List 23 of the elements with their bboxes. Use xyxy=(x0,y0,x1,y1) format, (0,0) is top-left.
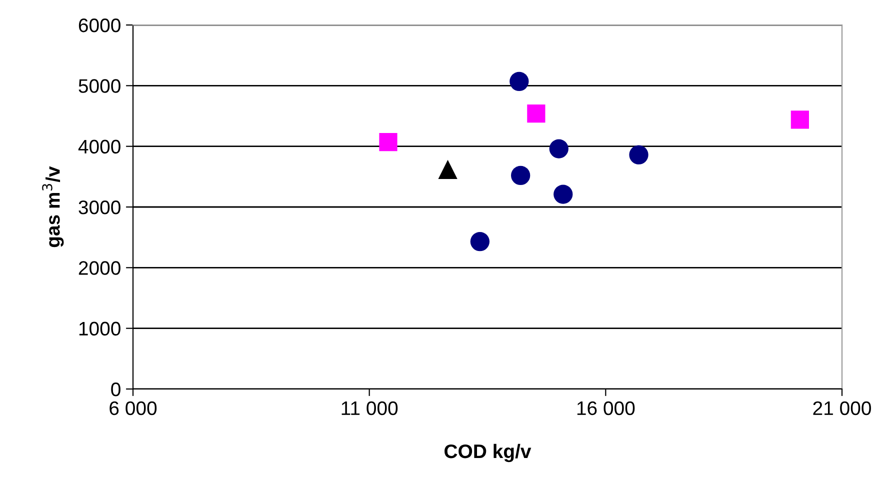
x-tick-label: 6 000 xyxy=(110,401,157,416)
x-tick-label: 16 000 xyxy=(577,401,635,416)
point xyxy=(790,110,809,129)
y-axis-title: gas m$^{3}$/v xyxy=(42,166,64,248)
y-tick-label: 4000 xyxy=(78,140,120,154)
point xyxy=(510,72,529,91)
x-axis-title: COD kg/v xyxy=(444,444,532,462)
y-tick-label: 6000 xyxy=(78,18,120,32)
y-tick-label: 5000 xyxy=(78,79,120,93)
y-tick-label: 0 xyxy=(111,382,120,396)
y-tick-label: 2000 xyxy=(78,261,120,275)
point xyxy=(438,160,458,179)
point xyxy=(511,166,530,186)
y-tick-label: 1000 xyxy=(79,322,120,336)
point xyxy=(527,104,546,123)
point xyxy=(554,184,573,204)
point xyxy=(379,133,398,152)
y-tick-label: 3000 xyxy=(78,200,120,214)
point xyxy=(470,232,490,252)
point xyxy=(549,139,568,158)
x-tick-label: 21 000 xyxy=(813,401,871,416)
x-tick-label: 11 000 xyxy=(342,401,398,416)
point xyxy=(629,145,648,164)
